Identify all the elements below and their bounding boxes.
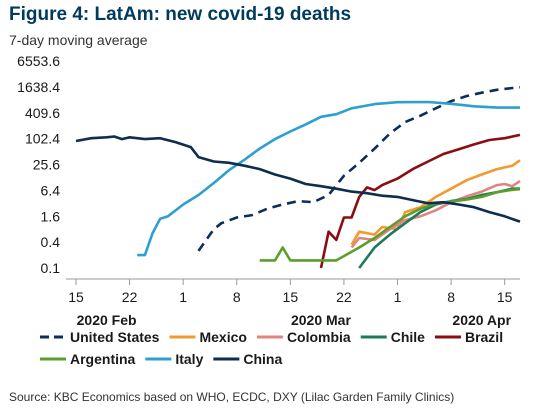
y-tick-label: 1.6 [41,208,61,224]
y-axis: 6553.6 1638.4 409.6 102.4 25.6 6.4 1.6 0.4 0.1 [17,53,60,276]
line-chart: 6553.6 1638.4 409.6 102.4 25.6 6.4 1.6 0.4 0.1 1… [17,53,521,367]
series-layer [75,86,521,269]
chart-subtitle: 7-day moving average [9,32,148,48]
series-line-colombia [350,180,521,249]
x-tick-label: 8 [447,289,455,305]
series-line-china [75,135,521,223]
x-tick-label: 15 [283,289,299,305]
y-tick-label: 25.6 [33,157,60,173]
x-month-label: 2020 Apr [452,312,511,328]
x-axis: 15 22 1 8 15 22 1 8 15 2020 Feb 2020 Mar 2020 Apr [66,278,520,328]
chart-source: Source: KBC Economics based on WHO, ECDC… [9,390,455,404]
chart-title: Figure 4: LatAm: new covid-19 deaths [9,4,352,25]
x-tick-label: 22 [336,289,352,305]
series-line-united-states [197,86,521,252]
legend-label-chile: Chile [391,329,425,345]
x-tick-label: 15 [68,289,84,305]
x-month-label: 2020 Feb [77,312,137,328]
series-line-brazil [319,133,521,269]
y-tick-label: 102.4 [25,131,60,147]
series-line-argentina [259,187,521,262]
legend-label-mexico: Mexico [199,329,246,345]
series-line-italy [137,100,520,257]
legend-label-colombia: Colombia [287,329,351,345]
y-tick-label: 1638.4 [17,79,60,95]
x-month-label: 2020 Mar [291,312,351,328]
legend-label-argentina: Argentina [70,351,136,367]
x-tick-label: 1 [179,289,187,305]
legend-label-brazil: Brazil [465,329,503,345]
legend-label-italy: Italy [175,351,203,367]
y-tick-label: 6.4 [41,182,61,198]
x-tick-label: 8 [233,289,241,305]
legend: United States Mexico Colombia Chile Brazil Ar… [40,329,503,367]
x-tick-label: 15 [497,289,513,305]
y-tick-label: 6553.6 [17,53,60,69]
y-tick-label: 409.6 [25,105,60,121]
x-tick-label: 22 [122,289,138,305]
x-tick-label: 1 [394,289,402,305]
y-tick-label: 0.4 [41,234,61,250]
legend-label-united-states: United States [70,329,160,345]
y-tick-label: 0.1 [41,260,61,276]
legend-label-china: China [243,351,282,367]
